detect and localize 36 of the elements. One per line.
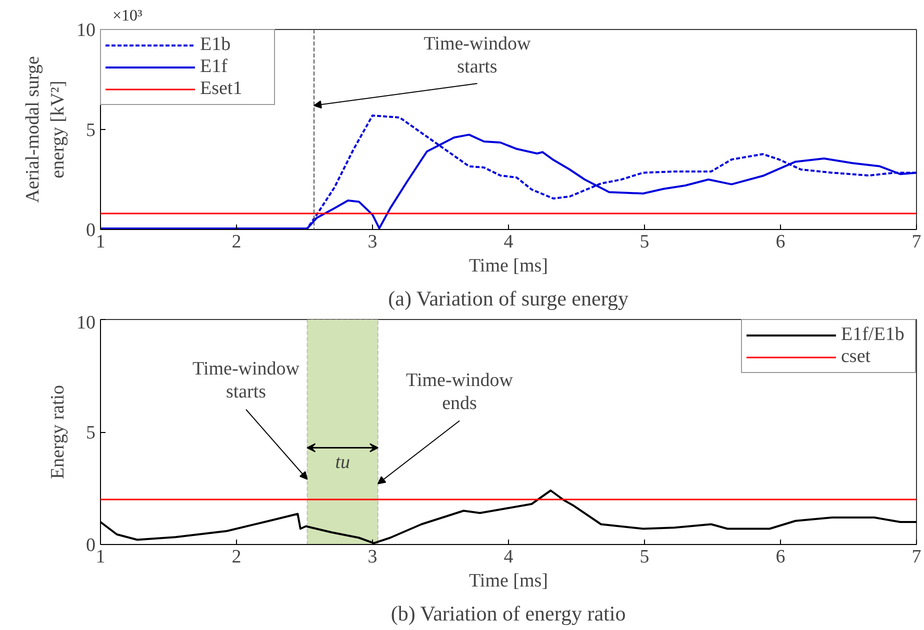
x-tick-label: 5: [640, 546, 650, 568]
x-tick-label: 6: [776, 232, 786, 252]
annotation: Time-window starts: [192, 358, 300, 403]
legend-label: Eset1: [200, 78, 244, 100]
text: ×10³: [112, 8, 143, 24]
x-tick-label: 1: [96, 232, 106, 252]
x-tick-label: 7: [912, 232, 922, 252]
x-axis-title: Time [ms]: [468, 256, 548, 276]
band-label: tu: [335, 452, 350, 473]
text: (a) Variation of surge energy: [388, 286, 629, 310]
x-tick-label: 2: [232, 232, 242, 252]
y-axis-title: Energy ratio: [48, 384, 68, 480]
y-axis-title: Aerial-modal surge energy [kV²]: [22, 56, 68, 203]
legend-label: E1f/E1b: [841, 324, 906, 346]
x-tick-label: 1: [96, 546, 106, 568]
text: (b) Variation of energy ratio: [390, 602, 626, 626]
x-tick-label: 4: [504, 546, 514, 568]
x-tick-label: 3: [368, 546, 378, 568]
x-tick-label: 3: [368, 232, 378, 252]
y-tick-label: 5: [86, 422, 96, 444]
x-tick-label: 6: [776, 546, 786, 568]
legend-label: E1f: [200, 56, 228, 78]
legend-label: cset: [841, 346, 872, 368]
annotation: Time-window starts: [424, 33, 531, 78]
y-tick-label: 10: [76, 312, 96, 334]
legend-label: E1b: [200, 34, 232, 56]
x-tick-label: 2: [232, 546, 242, 568]
annotation: Time-window ends: [406, 370, 514, 414]
y-tick-label: 0: [86, 220, 96, 241]
x-tick-label: 4: [504, 232, 514, 252]
y-tick-label: 0: [86, 535, 96, 556]
x-tick-label: 7: [912, 546, 922, 568]
x-axis-title: Time [ms]: [468, 570, 548, 592]
y-tick-label: 5: [86, 120, 96, 141]
x-tick-label: 5: [640, 232, 650, 252]
y-tick-label: 10: [76, 20, 96, 41]
